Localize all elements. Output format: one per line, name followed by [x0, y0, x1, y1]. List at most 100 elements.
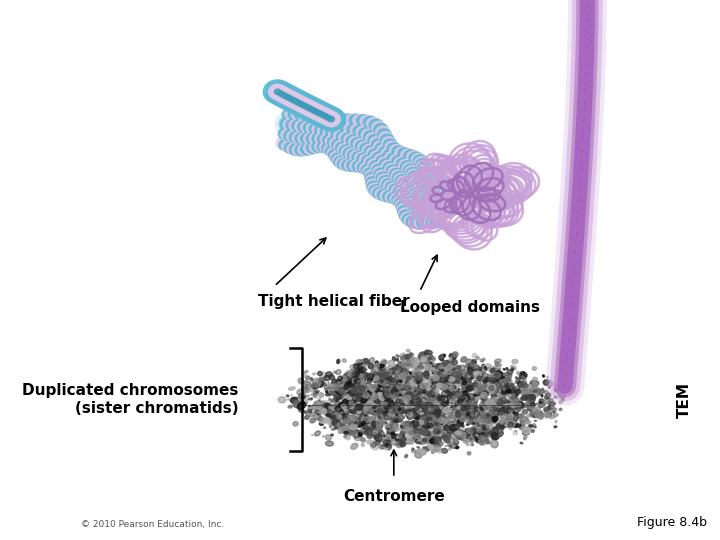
Ellipse shape: [320, 422, 323, 426]
Ellipse shape: [399, 407, 406, 414]
Ellipse shape: [341, 419, 342, 420]
Ellipse shape: [438, 415, 446, 421]
Ellipse shape: [502, 405, 505, 409]
Ellipse shape: [486, 426, 487, 427]
Ellipse shape: [441, 416, 445, 420]
Ellipse shape: [444, 379, 446, 381]
Ellipse shape: [419, 430, 422, 433]
Ellipse shape: [442, 370, 444, 372]
Ellipse shape: [423, 427, 432, 434]
Ellipse shape: [393, 406, 400, 411]
Circle shape: [291, 96, 309, 111]
Ellipse shape: [498, 406, 505, 411]
Ellipse shape: [336, 406, 342, 411]
Ellipse shape: [459, 410, 465, 415]
Ellipse shape: [421, 386, 423, 387]
Ellipse shape: [301, 386, 311, 391]
Ellipse shape: [336, 421, 346, 427]
Ellipse shape: [388, 416, 392, 420]
Ellipse shape: [420, 413, 428, 420]
Ellipse shape: [394, 381, 397, 383]
Ellipse shape: [374, 400, 376, 403]
Ellipse shape: [536, 403, 537, 404]
Ellipse shape: [384, 423, 390, 428]
Ellipse shape: [438, 416, 442, 421]
Circle shape: [381, 148, 395, 160]
Ellipse shape: [413, 430, 415, 433]
Circle shape: [294, 120, 309, 132]
Ellipse shape: [381, 373, 389, 379]
Ellipse shape: [480, 404, 482, 407]
Ellipse shape: [405, 411, 412, 416]
Ellipse shape: [528, 405, 534, 409]
Ellipse shape: [482, 403, 485, 406]
Ellipse shape: [307, 395, 310, 397]
Circle shape: [305, 101, 333, 125]
Ellipse shape: [431, 406, 440, 413]
Ellipse shape: [497, 370, 502, 374]
Ellipse shape: [330, 412, 332, 414]
Ellipse shape: [343, 373, 348, 379]
Ellipse shape: [366, 428, 372, 435]
Ellipse shape: [516, 403, 521, 407]
Ellipse shape: [464, 406, 469, 410]
Ellipse shape: [391, 387, 393, 388]
Ellipse shape: [534, 390, 537, 393]
Ellipse shape: [322, 372, 327, 378]
Ellipse shape: [359, 376, 362, 379]
Ellipse shape: [505, 423, 513, 428]
Ellipse shape: [385, 422, 387, 423]
Ellipse shape: [408, 433, 413, 437]
Ellipse shape: [415, 366, 420, 372]
Ellipse shape: [471, 387, 476, 391]
Ellipse shape: [480, 387, 485, 390]
Circle shape: [325, 135, 339, 147]
Ellipse shape: [431, 398, 436, 402]
Circle shape: [435, 193, 449, 205]
Ellipse shape: [364, 400, 366, 402]
Circle shape: [284, 99, 298, 111]
Ellipse shape: [441, 399, 445, 402]
Ellipse shape: [486, 429, 490, 432]
Ellipse shape: [515, 389, 521, 394]
Circle shape: [364, 131, 378, 143]
Ellipse shape: [431, 399, 439, 405]
Ellipse shape: [461, 423, 463, 425]
Ellipse shape: [515, 396, 517, 398]
Ellipse shape: [424, 431, 431, 436]
Ellipse shape: [354, 372, 359, 377]
Ellipse shape: [352, 370, 359, 379]
Ellipse shape: [485, 430, 491, 436]
Circle shape: [421, 196, 436, 208]
Ellipse shape: [467, 429, 472, 434]
Ellipse shape: [363, 379, 364, 380]
Ellipse shape: [330, 408, 332, 409]
Ellipse shape: [414, 409, 420, 415]
Ellipse shape: [498, 409, 503, 412]
Ellipse shape: [531, 415, 533, 416]
Ellipse shape: [458, 396, 465, 401]
Circle shape: [430, 200, 444, 212]
Ellipse shape: [419, 420, 423, 424]
Ellipse shape: [507, 415, 512, 421]
Ellipse shape: [423, 390, 426, 393]
Circle shape: [354, 152, 369, 164]
Ellipse shape: [405, 372, 407, 374]
Ellipse shape: [432, 433, 440, 437]
Circle shape: [313, 107, 331, 122]
Ellipse shape: [367, 381, 370, 383]
Circle shape: [328, 128, 343, 140]
Ellipse shape: [495, 394, 503, 404]
Ellipse shape: [459, 378, 460, 380]
Ellipse shape: [458, 375, 459, 377]
Ellipse shape: [338, 424, 339, 426]
Circle shape: [318, 141, 331, 153]
Ellipse shape: [508, 384, 512, 387]
Ellipse shape: [362, 430, 366, 431]
Ellipse shape: [536, 388, 541, 393]
Circle shape: [422, 207, 436, 219]
Ellipse shape: [474, 434, 481, 440]
Ellipse shape: [463, 396, 472, 403]
Ellipse shape: [426, 439, 428, 441]
Ellipse shape: [430, 376, 433, 379]
